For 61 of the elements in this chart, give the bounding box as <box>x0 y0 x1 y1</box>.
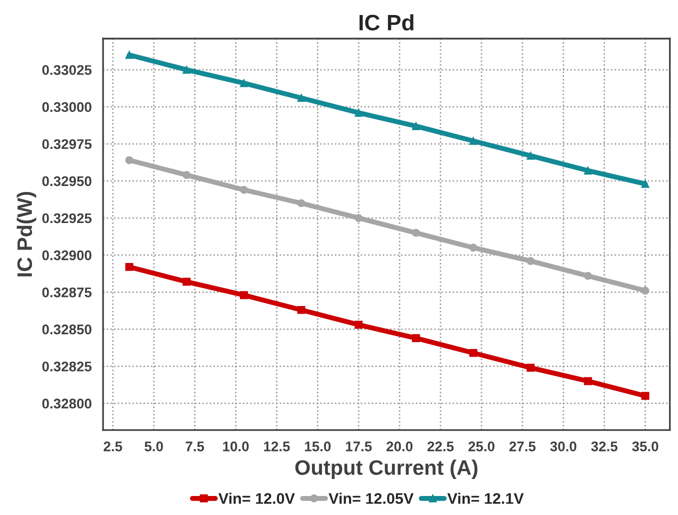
y-tick-label: 0.32875 <box>42 287 92 298</box>
point <box>297 94 306 102</box>
y-tick-label: 0.32800 <box>42 398 92 409</box>
point <box>469 244 478 252</box>
y-tick-label: 0.33025 <box>42 65 92 75</box>
x-tick-label: 30.0 <box>550 442 576 452</box>
point <box>182 66 191 74</box>
x-tick-label: 5.0 <box>144 442 163 452</box>
x-tick-label: 32.5 <box>591 442 618 452</box>
point <box>182 171 191 180</box>
x-axis-title: Output Current (A) <box>295 460 478 480</box>
point <box>526 257 535 266</box>
point <box>584 377 592 386</box>
point <box>354 320 363 329</box>
legend-label: Vin= 12.0V <box>218 492 295 504</box>
point <box>584 166 592 175</box>
y-tick-label: 0.32900 <box>42 250 92 260</box>
x-tick-label: 22.5 <box>427 442 454 452</box>
point <box>584 272 592 280</box>
point <box>412 122 420 130</box>
point <box>412 334 420 342</box>
point <box>125 156 134 164</box>
x-tick-label: 7.5 <box>186 442 204 452</box>
point <box>240 291 248 300</box>
legend-label: Vin= 12.05V <box>328 492 414 504</box>
x-tick-label: 2.5 <box>104 442 122 452</box>
x-tick-label: 25.0 <box>468 442 494 452</box>
x-tick-label: 12.5 <box>264 442 290 452</box>
y-tick-label: 0.33000 <box>42 102 92 112</box>
x-tick-label: 15.0 <box>305 442 331 452</box>
chart-title: IC Pd <box>360 14 414 31</box>
x-tick-label: 20.0 <box>386 442 413 452</box>
x-tick-label: 17.5 <box>346 442 372 452</box>
y-tick-label: 0.32825 <box>42 362 92 372</box>
point <box>641 180 650 188</box>
x-tick-label: 35.0 <box>632 442 658 452</box>
point <box>297 199 306 208</box>
point <box>354 214 363 222</box>
point <box>125 262 134 271</box>
point <box>354 108 363 117</box>
x-tick-label: 27.5 <box>509 442 536 452</box>
line-series <box>125 50 650 188</box>
y-tick-label: 0.32950 <box>42 176 92 186</box>
point <box>641 392 650 400</box>
point <box>412 228 420 237</box>
y-tick-label: 0.32925 <box>42 213 92 224</box>
point <box>182 278 191 286</box>
point <box>297 306 306 314</box>
point <box>641 286 650 295</box>
y-axis-title: IC Pd(W) <box>16 192 36 276</box>
point <box>526 364 535 372</box>
legend-label: Vin= 12.1V <box>447 492 524 504</box>
y-tick-label: 0.32850 <box>42 324 92 334</box>
point <box>240 186 248 194</box>
x-tick-label: 10.0 <box>223 442 249 452</box>
y-tick-label: 0.32975 <box>42 139 92 150</box>
point <box>240 79 248 88</box>
point <box>469 348 478 357</box>
point <box>125 50 134 59</box>
point <box>526 152 535 160</box>
point <box>469 136 478 145</box>
